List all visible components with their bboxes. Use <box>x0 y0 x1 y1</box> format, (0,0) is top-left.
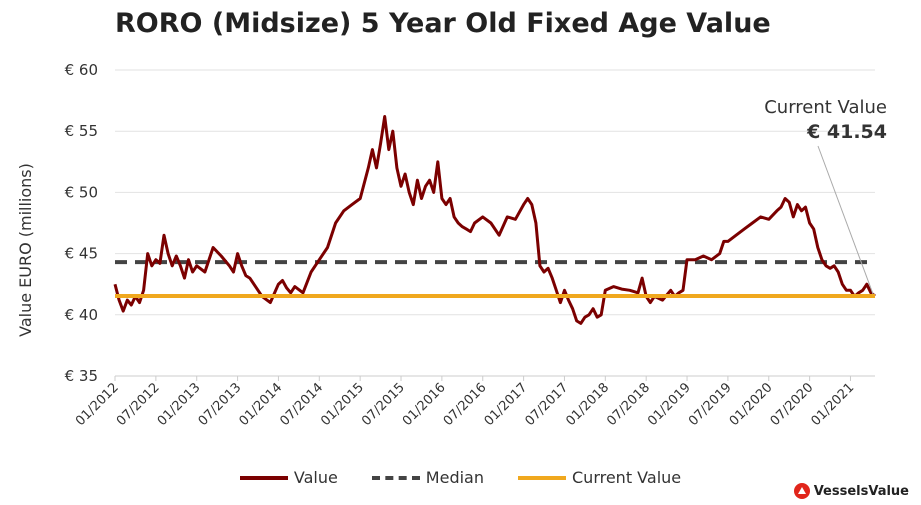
brand-name: VesselsValue <box>813 483 909 499</box>
legend-label-current: Current Value <box>572 468 682 487</box>
y-tick-label: € 35 <box>65 367 98 385</box>
y-tick-label: € 45 <box>65 245 98 263</box>
legend-swatch-median <box>371 475 420 480</box>
x-tick-label: 01/2012 <box>73 380 122 429</box>
brand-logo: VesselsValue <box>793 483 909 499</box>
x-tick-label: 07/2013 <box>196 380 245 429</box>
x-tick-label: 07/2015 <box>359 380 408 429</box>
x-tick-label: 07/2016 <box>441 380 490 429</box>
legend: Value Median Current Value <box>0 468 921 487</box>
current-value-annotation: Current Value € 41.54 <box>764 96 887 144</box>
x-tick-label: 07/2014 <box>277 380 326 429</box>
x-tick-label: 07/2020 <box>768 380 817 429</box>
annotation-value: € 41.54 <box>807 121 887 143</box>
x-axis-ticks: 01/201207/201201/201307/201301/201407/20… <box>73 376 857 429</box>
chart-title: RORO (Midsize) 5 Year Old Fixed Age Valu… <box>115 8 771 39</box>
x-tick-label: 01/2021 <box>809 380 858 429</box>
x-tick-label: 01/2014 <box>236 380 285 429</box>
legend-item-value: Value <box>239 468 338 487</box>
legend-label-value: Value <box>293 468 338 487</box>
x-tick-label: 01/2015 <box>318 380 367 429</box>
annotation-leader-line <box>817 145 874 295</box>
x-tick-label: 01/2013 <box>155 380 204 429</box>
x-tick-label: 01/2016 <box>400 380 449 429</box>
y-axis-label: Value EURO (millions) <box>16 163 35 337</box>
logo-icon <box>793 483 810 499</box>
value-series-line <box>113 115 876 325</box>
series-layer <box>113 115 876 325</box>
x-tick-label: 01/2017 <box>482 380 531 429</box>
legend-item-current: Current Value <box>518 468 681 487</box>
y-tick-label: € 40 <box>65 306 98 324</box>
y-axis-ticks: € 35 € 40 € 45 € 50 € 55 € 60 <box>65 61 98 385</box>
legend-swatch-current <box>518 475 566 480</box>
y-tick-label: € 60 <box>65 61 98 79</box>
x-tick-label: 07/2017 <box>522 380 571 429</box>
x-tick-label: 01/2020 <box>727 380 776 429</box>
y-tick-label: € 50 <box>65 183 98 201</box>
x-tick-label: 07/2019 <box>686 380 735 429</box>
x-tick-label: 01/2018 <box>563 380 612 429</box>
legend-item-median: Median <box>371 468 484 487</box>
y-tick-label: € 55 <box>65 122 98 140</box>
legend-swatch-value <box>239 475 288 480</box>
legend-label-median: Median <box>425 468 484 487</box>
annotation-label: Current Value <box>764 97 887 118</box>
x-tick-label: 01/2019 <box>645 380 694 429</box>
gridlines <box>115 69 875 377</box>
x-tick-label: 07/2012 <box>114 380 163 429</box>
x-tick-label: 07/2018 <box>604 380 653 429</box>
